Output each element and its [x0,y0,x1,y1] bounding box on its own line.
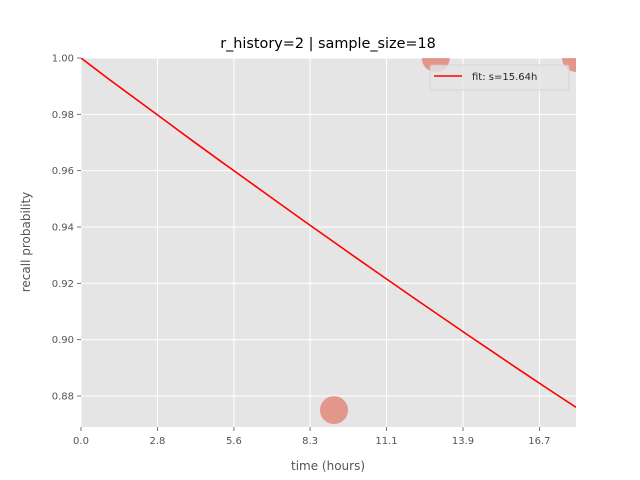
data-point [320,396,348,425]
chart-title: r_history=2 | sample_size=18 [220,36,436,52]
y-tick-label: 1.00 [52,54,74,65]
x-tick-label: 0.0 [73,436,89,447]
x-axis-title: time (hours) [291,459,365,473]
data-point [562,58,576,72]
x-axis-ticks: 0.0 2.8 5.6 8.3 11.1 13.9 16.7 [73,427,551,447]
y-tick-label: 0.98 [52,110,74,121]
x-tick-label: 16.7 [528,436,550,447]
fit-curve [81,58,576,408]
y-tick-label: 0.94 [52,223,74,234]
legend-box [429,64,570,91]
y-tick-label: 0.88 [52,392,74,403]
gridlines [80,57,576,427]
x-tick-label: 13.9 [452,436,474,447]
y-axis-title: recall probability [19,192,33,293]
x-tick-label: 11.1 [375,436,397,447]
y-tick-label: 0.96 [52,166,74,177]
y-tick-label: 0.92 [52,279,74,290]
x-tick-label: 2.8 [149,436,165,447]
x-tick-label: 8.3 [302,436,318,447]
y-axis-ticks: 0.88 0.90 0.92 0.94 0.96 0.98 1.00 [52,54,81,403]
legend-label-fit: fit: s=15.64h [472,72,537,83]
x-tick-label: 5.6 [226,436,242,447]
y-tick-label: 0.90 [52,335,74,346]
legend: fit: s=15.64h [429,64,570,91]
